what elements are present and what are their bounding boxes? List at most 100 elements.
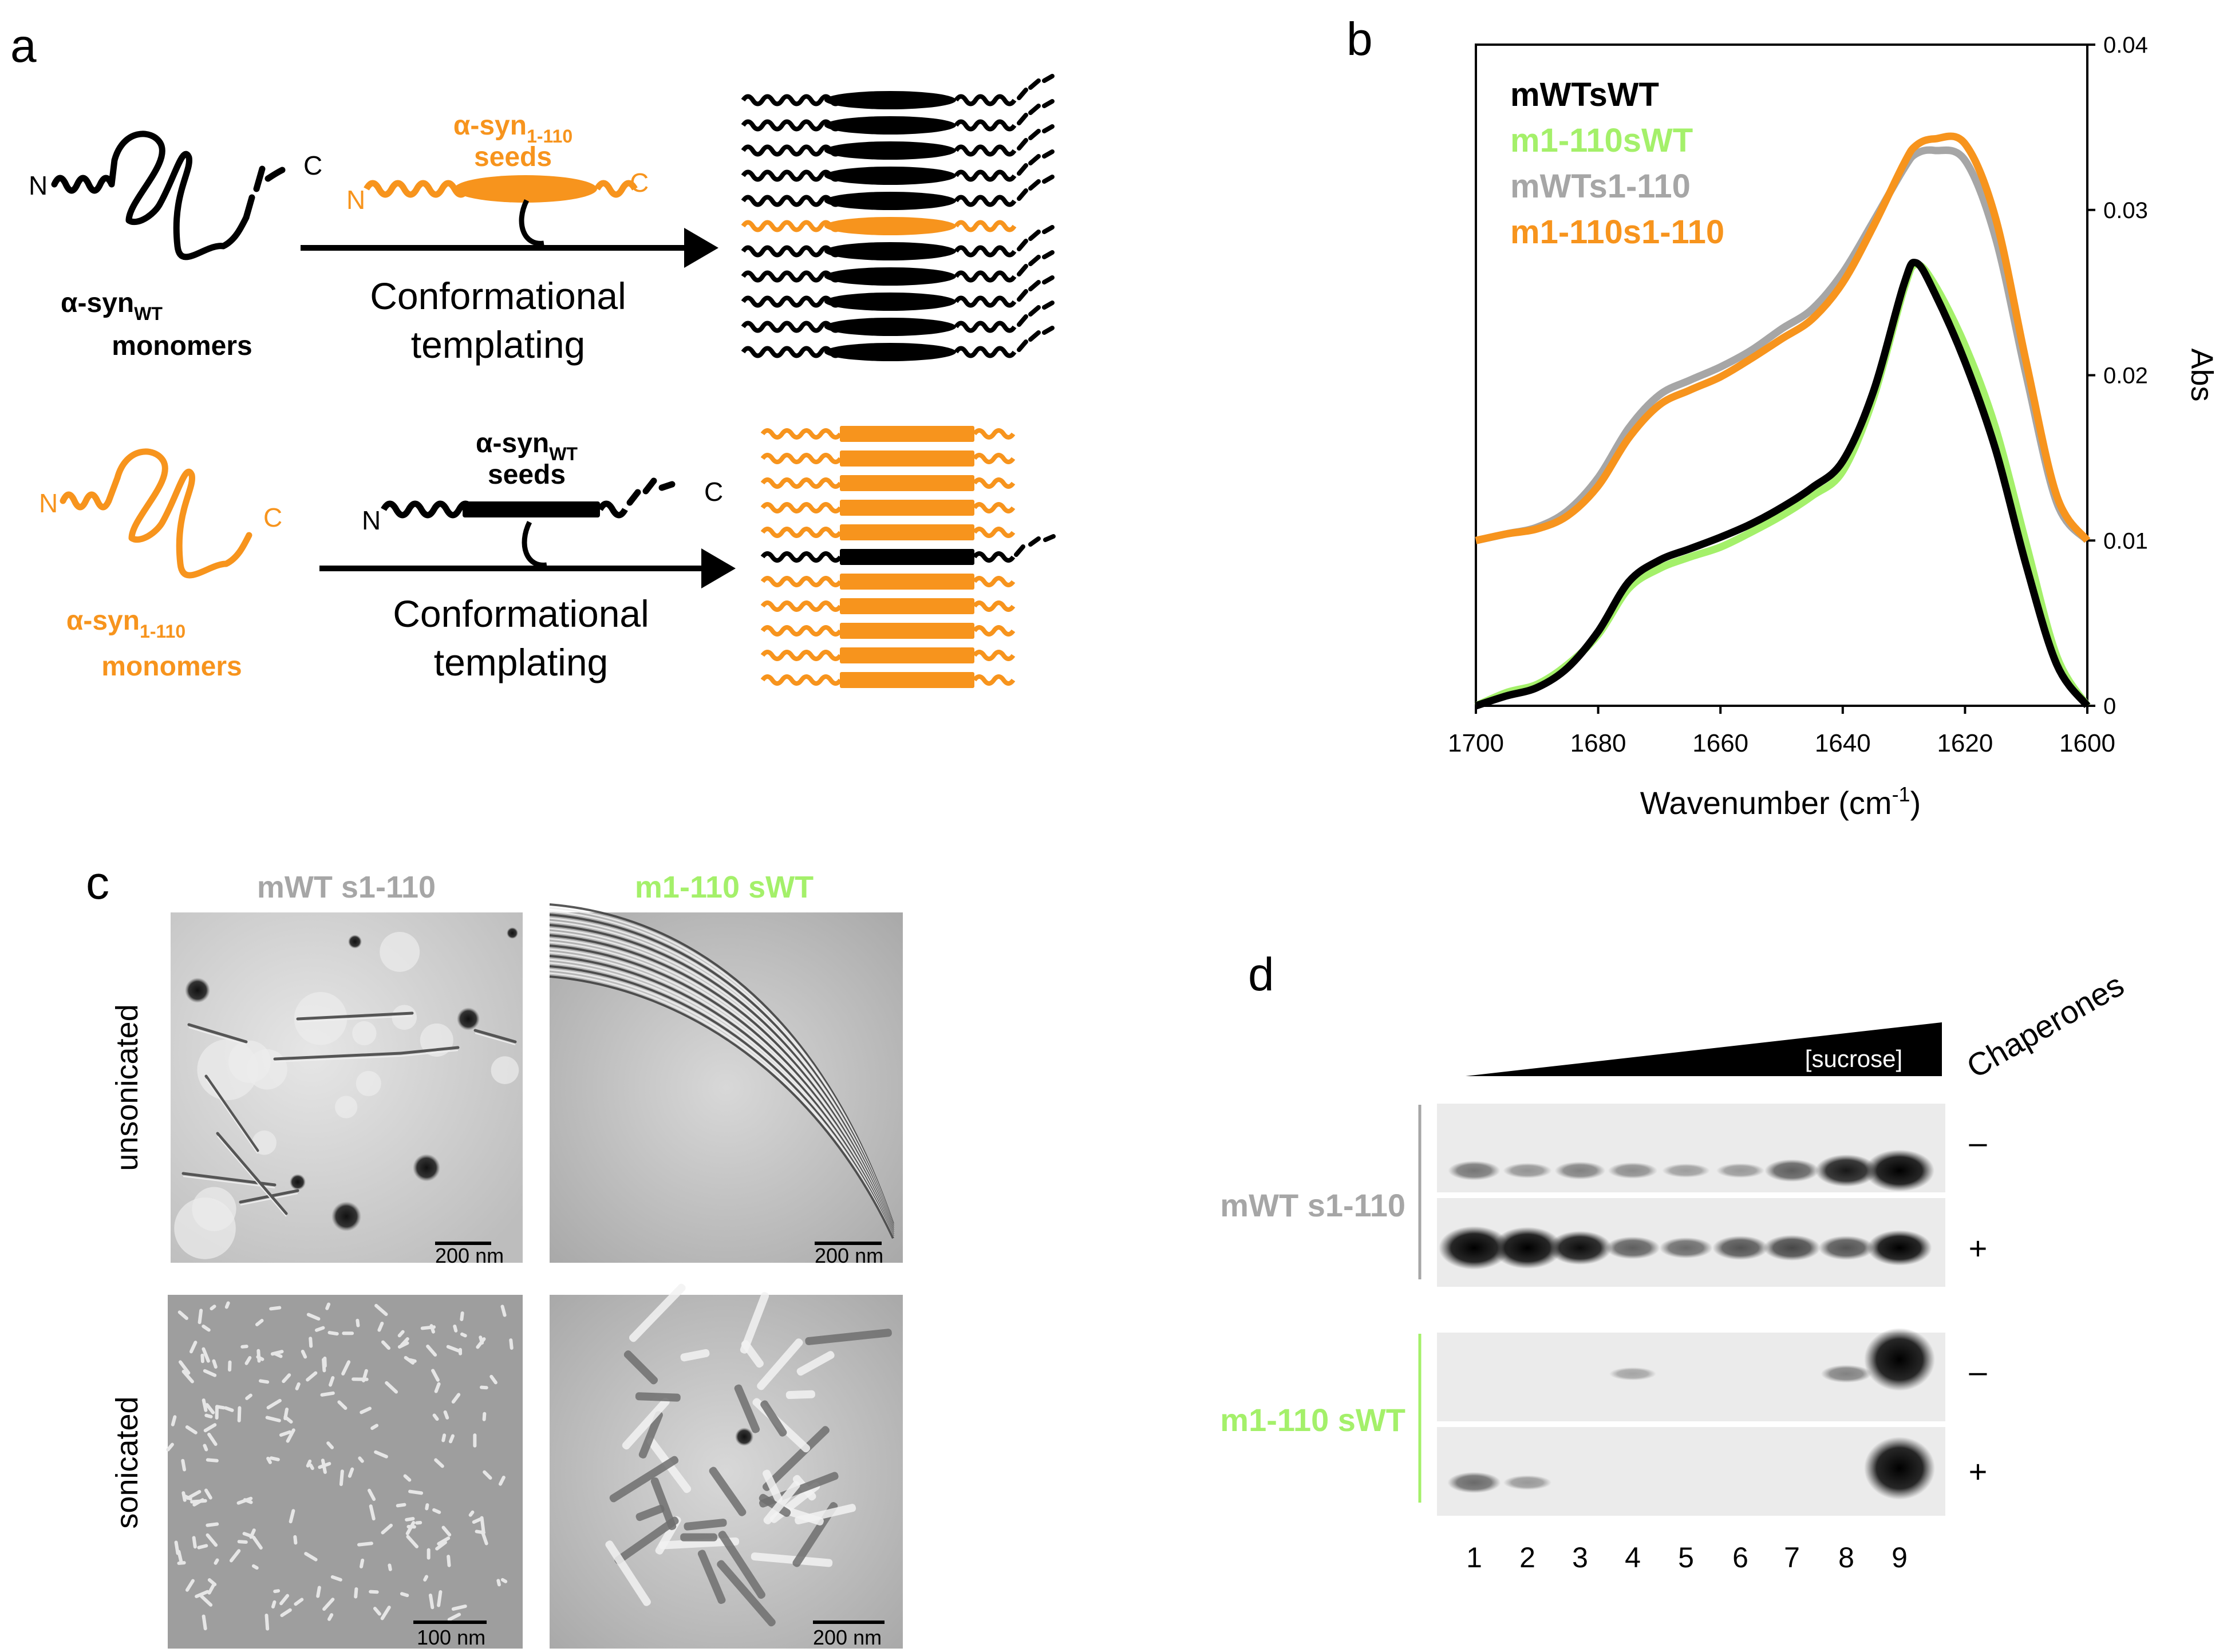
lane-number: 5 <box>1678 1542 1694 1574</box>
em-fragment <box>482 1412 487 1421</box>
y-tick-label: 0.03 <box>2103 198 2148 223</box>
em-fragment <box>202 1398 208 1412</box>
fibril-layer <box>741 250 1055 286</box>
em-fragment <box>266 1456 272 1464</box>
lane-numbers: 1 2 3 4 5 6 7 8 9 <box>1466 1542 1908 1574</box>
em-fragment <box>432 1508 441 1514</box>
em-fibril <box>296 1011 414 1021</box>
em-fragment <box>356 1318 360 1327</box>
em-fragment <box>374 1303 388 1317</box>
em-fragment <box>434 1382 441 1393</box>
em-fragment <box>473 1433 477 1448</box>
em-fibril-bundle-strand <box>549 965 894 1237</box>
y-tick-label: 0.04 <box>2103 33 2148 58</box>
sucrose-gradient-wedge <box>1466 1022 1942 1076</box>
wt-monomer-top: N C α-synWT monomers <box>29 131 322 361</box>
blot-band <box>1448 1161 1501 1180</box>
em-fragment <box>348 1467 354 1478</box>
em-fibril <box>204 1074 259 1152</box>
em-fragment <box>255 1319 264 1326</box>
y-tick-label: 0.02 <box>2103 363 2148 389</box>
blot-band <box>1815 1154 1878 1187</box>
em-fibril-fragment <box>609 1456 679 1503</box>
em-fibril-fragment <box>638 1411 663 1459</box>
legend-m1-110swt: m1-110sWT <box>1510 122 1693 159</box>
em-fibril-fragment <box>757 1338 803 1390</box>
panel-d: d [sucrose] Chaperones mWT s1-110 m1-110… <box>1220 948 2130 1574</box>
em-fibril-edge <box>297 1015 413 1022</box>
em-fragment <box>200 1594 213 1607</box>
em-fragment <box>432 1413 439 1421</box>
lane-number: 2 <box>1519 1542 1535 1574</box>
monomer-chain <box>51 131 250 260</box>
y-tick-label: 0 <box>2103 694 2116 719</box>
fibril-layer <box>760 534 1056 565</box>
row-label-unsonicated: unsonicated <box>110 1004 144 1171</box>
em-fragment <box>489 1374 497 1385</box>
em-fragment <box>431 1369 440 1382</box>
em-fragment <box>403 1474 412 1482</box>
seed-c-terminus: C <box>704 477 723 507</box>
em-fragment <box>264 1613 270 1631</box>
seed-c-chain <box>594 180 638 198</box>
em-fragment <box>337 1400 348 1410</box>
seed-n-chain <box>364 180 470 198</box>
em-fragment <box>448 1434 455 1444</box>
em-fragment <box>237 1540 248 1544</box>
column-label-mwt-s1-110: mWT s1-110 <box>257 870 436 904</box>
em-fragment <box>266 1398 282 1410</box>
column-label-m1-110-swt: m1-110 sWT <box>635 870 814 904</box>
em-fragment <box>306 1313 321 1321</box>
x-axis-label: Wavenumber (cm-1) <box>1640 782 1921 821</box>
fibril-layer <box>741 175 1055 210</box>
fibril-layer <box>760 475 1016 491</box>
fibril-layer <box>741 301 1055 336</box>
em-fragment <box>447 1555 451 1567</box>
fibril-layer <box>741 225 1055 260</box>
em-fragment <box>360 1558 365 1568</box>
seed-join-curve <box>519 199 544 246</box>
em-fragment <box>400 1592 409 1598</box>
em-fragment <box>224 1301 230 1309</box>
em-fragment <box>189 1341 198 1354</box>
monomer-label: α-synWT <box>61 288 163 324</box>
em-stain-blob <box>185 978 210 1003</box>
blot-band <box>1864 1437 1935 1500</box>
em-fragment <box>203 1423 217 1433</box>
em-background <box>168 1295 523 1649</box>
em-fragment <box>280 1608 292 1617</box>
blot-band <box>1712 1235 1768 1260</box>
em-fibril-fragment <box>763 1481 800 1524</box>
blot-band <box>1716 1163 1765 1178</box>
em-fibril <box>187 1023 248 1044</box>
em-fragment <box>339 1469 344 1487</box>
minus-sign-m1: – <box>1969 1353 1987 1389</box>
em-fragment <box>381 1523 393 1535</box>
monomer-c-tail-dashed <box>243 165 286 221</box>
em-fibril-fragment <box>635 1392 681 1402</box>
em-fragment <box>207 1432 218 1446</box>
em-fragment <box>181 1369 194 1384</box>
em-fragment <box>354 1587 358 1599</box>
fibril-layer <box>741 275 1055 311</box>
em-fibril-fragment <box>614 1516 679 1564</box>
em-image-unsonicated-mwt: 200 nm <box>171 912 523 1267</box>
em-features <box>605 1283 892 1627</box>
em-fragment <box>283 1408 289 1420</box>
em-fibril-fragment <box>805 1329 892 1345</box>
x-tick-label: 1640 <box>1815 729 1871 757</box>
em-fragment <box>427 1548 431 1560</box>
em-droplet <box>352 1021 377 1046</box>
em-fragment <box>316 1586 321 1598</box>
em-fragment <box>423 1575 429 1582</box>
em-fragment <box>446 1345 461 1353</box>
em-fragment <box>369 1590 379 1594</box>
em-fragment <box>380 1606 391 1621</box>
em-fragment <box>195 1590 210 1598</box>
blot-band <box>1439 1226 1510 1270</box>
arrow-label-line1: Conformational <box>370 275 626 317</box>
legend-mwtswt: mWTsWT <box>1510 76 1659 113</box>
em-fragment <box>181 1459 187 1472</box>
fibril-layer <box>760 574 1016 590</box>
panel-c: c mWT s1-110 m1-110 sWT unsonicated soni… <box>86 857 903 1649</box>
